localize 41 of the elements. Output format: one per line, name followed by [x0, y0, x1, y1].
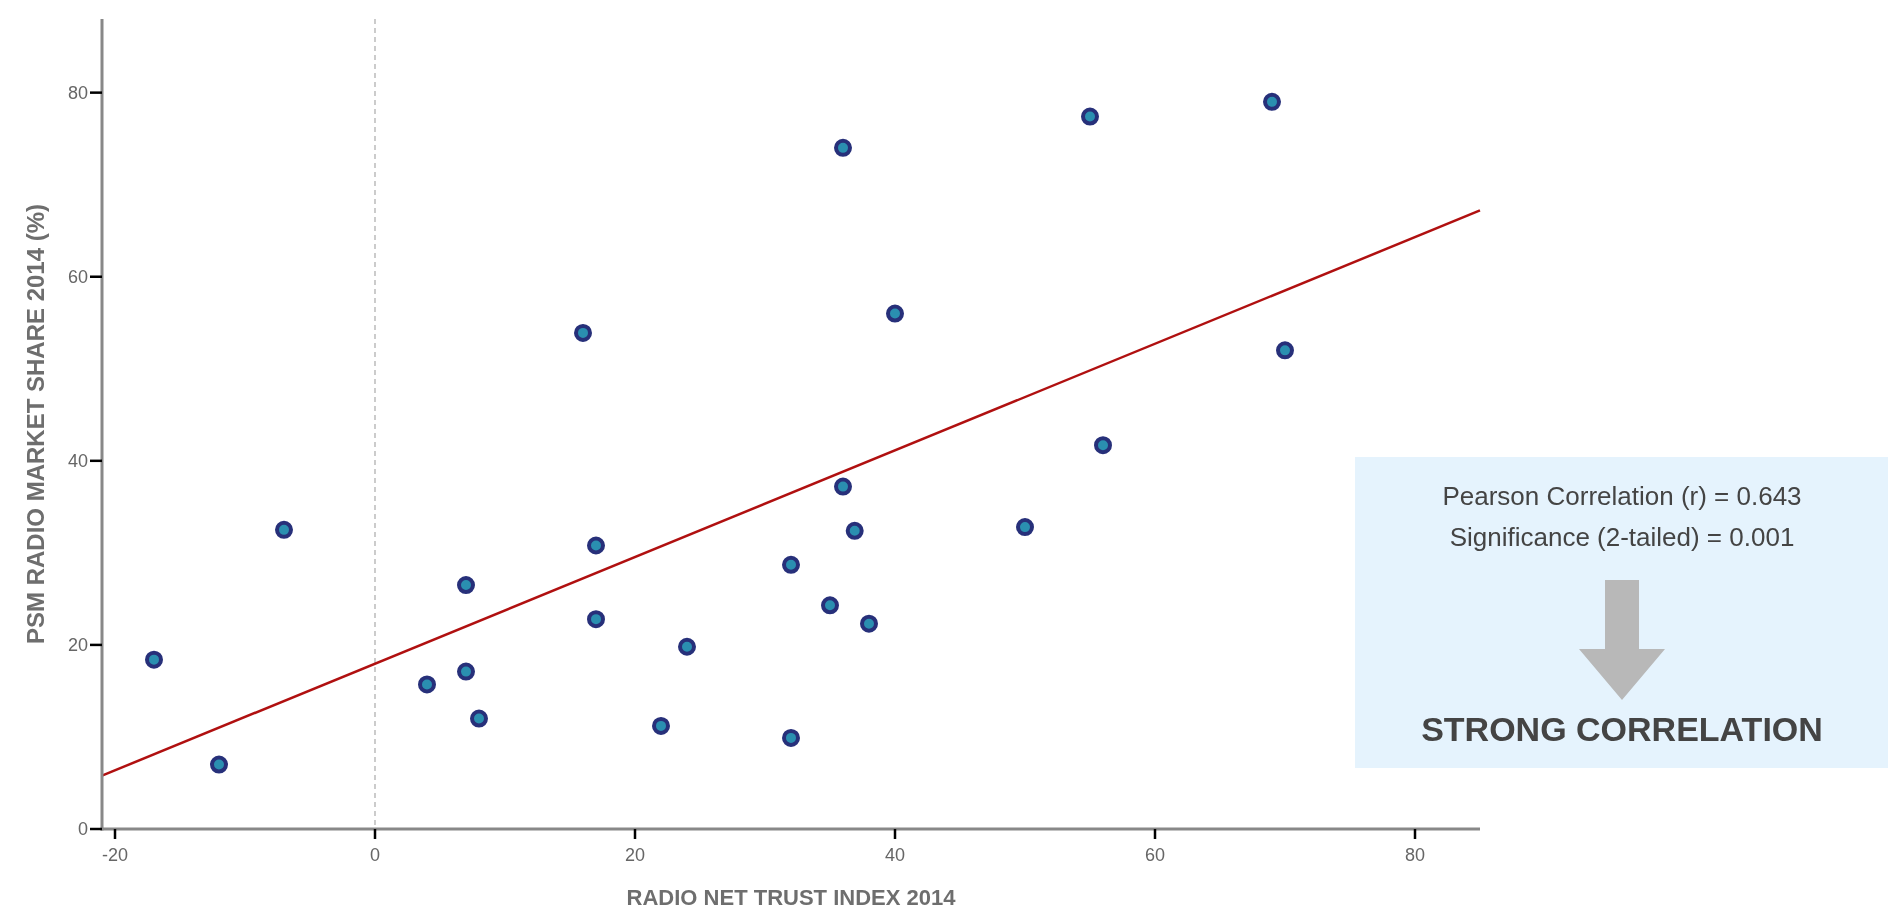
point: [834, 138, 852, 157]
y-axis-title: PSM RADIO MARKET SHARE 2014 (%): [22, 203, 49, 645]
y-tick-label: 80: [67, 82, 88, 103]
y-tick-label: 60: [67, 267, 88, 288]
y-tick-label: 0: [77, 819, 88, 840]
annotation: Significance (2-tailed) = 0.001: [1449, 522, 1795, 552]
x-axis-title: RADIO NET TRUST INDEX 2014: [626, 885, 957, 910]
x-tick-label: 0: [369, 845, 381, 865]
point: [860, 614, 878, 633]
point: [782, 728, 800, 747]
point: [845, 521, 864, 540]
point: [1276, 341, 1294, 360]
point: [834, 477, 852, 496]
point: [457, 576, 475, 595]
annotation: STRONG CORRELATION: [1421, 710, 1823, 748]
point: [418, 675, 436, 694]
point: [652, 716, 670, 735]
x-tick-label: 60: [1144, 845, 1166, 865]
annotation: Pearson Correlation (r) = 0.643: [1442, 481, 1802, 511]
y-tick-label: 20: [67, 635, 88, 656]
y-tick-label: 40: [67, 451, 88, 472]
point: [782, 555, 800, 574]
point: [457, 662, 475, 681]
x-tick-label: -20: [101, 845, 129, 865]
point: [1263, 92, 1281, 111]
x-tick-label: 20: [624, 845, 646, 865]
point: [1081, 107, 1099, 126]
point: [587, 536, 605, 555]
point: [145, 650, 163, 669]
x-tick-label: 80: [1404, 845, 1426, 865]
point: [821, 596, 839, 615]
point: [470, 709, 488, 728]
point: [587, 610, 605, 629]
x-tick-label: 40: [884, 845, 906, 865]
point: [210, 755, 228, 774]
point: [1094, 436, 1112, 455]
point: [678, 637, 696, 656]
point: [574, 323, 592, 342]
point: [275, 520, 293, 539]
point: [1016, 518, 1034, 537]
point: [886, 304, 904, 323]
